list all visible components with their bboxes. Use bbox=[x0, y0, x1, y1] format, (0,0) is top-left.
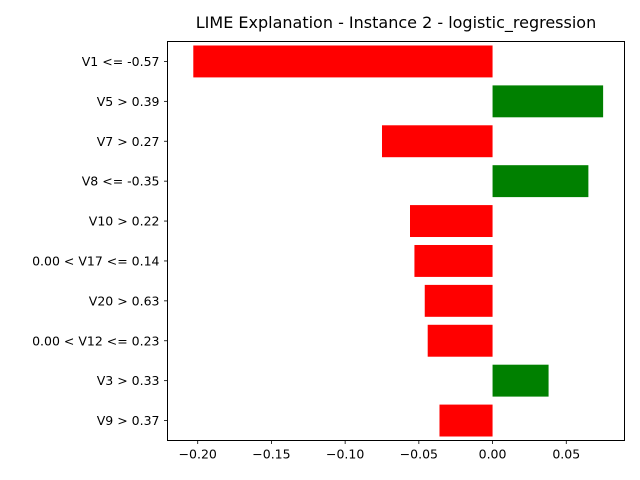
y-tick-label: V1 <= -0.57 bbox=[82, 54, 160, 69]
x-tick-label: −0.20 bbox=[179, 447, 217, 462]
bar-7 bbox=[424, 284, 493, 317]
y-tick-label: V5 > 0.39 bbox=[97, 94, 160, 109]
bar-3 bbox=[381, 125, 493, 158]
x-tick-label: −0.05 bbox=[400, 447, 438, 462]
x-tick-label: −0.15 bbox=[252, 447, 290, 462]
bar-4 bbox=[492, 165, 589, 198]
y-tick-label: V9 > 0.37 bbox=[97, 413, 160, 428]
bars-layer bbox=[193, 45, 604, 437]
x-tick-label: −0.10 bbox=[326, 447, 364, 462]
bar-1 bbox=[193, 45, 493, 78]
y-tick-label: V3 > 0.33 bbox=[97, 373, 160, 388]
x-tick-label: 0.00 bbox=[479, 447, 507, 462]
bar-10 bbox=[439, 404, 493, 437]
y-tick-label: 0.00 < V17 <= 0.14 bbox=[32, 253, 159, 268]
y-tick-label: V20 > 0.63 bbox=[89, 293, 160, 308]
x-tick-label: 0.05 bbox=[552, 447, 580, 462]
bar-6 bbox=[414, 244, 493, 277]
y-axis-ticks: V1 <= -0.57 V5 > 0.39 V7 > 0.27 V8 <= -0.35… bbox=[32, 54, 168, 428]
chart-title: LIME Explanation - Instance 2 - logistic… bbox=[196, 13, 596, 33]
y-tick-label: V8 <= -0.35 bbox=[82, 174, 160, 189]
bar-9 bbox=[492, 364, 549, 397]
bar-2 bbox=[492, 85, 604, 118]
plot-frame bbox=[167, 41, 625, 441]
y-tick-label: V7 > 0.27 bbox=[97, 134, 160, 149]
bar-5 bbox=[410, 205, 493, 238]
y-tick-label: V10 > 0.22 bbox=[89, 214, 160, 229]
bar-8 bbox=[427, 324, 493, 357]
y-tick-label: 0.00 < V12 <= 0.23 bbox=[32, 333, 159, 348]
x-axis-ticks: −0.20 −0.15 −0.10 −0.05 0.00 0.05 bbox=[179, 440, 580, 462]
